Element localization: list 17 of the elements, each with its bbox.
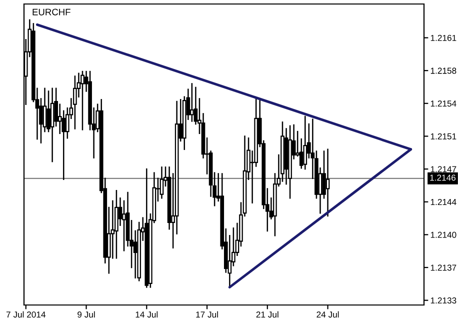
x-tick-label: 21 Jul xyxy=(256,311,278,318)
y-tick-label: 1.2161 xyxy=(430,34,456,41)
x-tick-label: 17 Jul xyxy=(196,311,218,318)
x-tick-label: 14 Jul xyxy=(136,311,158,318)
y-tick-label: 1.2151 xyxy=(430,133,456,140)
y-tick-label: 1.2154 xyxy=(430,100,456,107)
x-tick-label: 9 Jul xyxy=(78,311,95,318)
y-tick-label: 1.2147 xyxy=(430,166,456,172)
ref-line-label: 1.2146 xyxy=(430,174,456,181)
x-tick-label: 24 Jul xyxy=(316,311,339,318)
y-tick-label: 1.2158 xyxy=(430,68,456,74)
y-tick-label: 1.2140 xyxy=(430,232,456,238)
chart-title: EURCHF xyxy=(32,8,70,16)
y-tick-label: 1.2137 xyxy=(430,264,456,271)
x-tick-label: 7 Jul 2014 xyxy=(6,311,46,318)
y-tick-label: 1.2144 xyxy=(430,198,456,205)
y-tick-label: 1.2133 xyxy=(430,297,456,304)
